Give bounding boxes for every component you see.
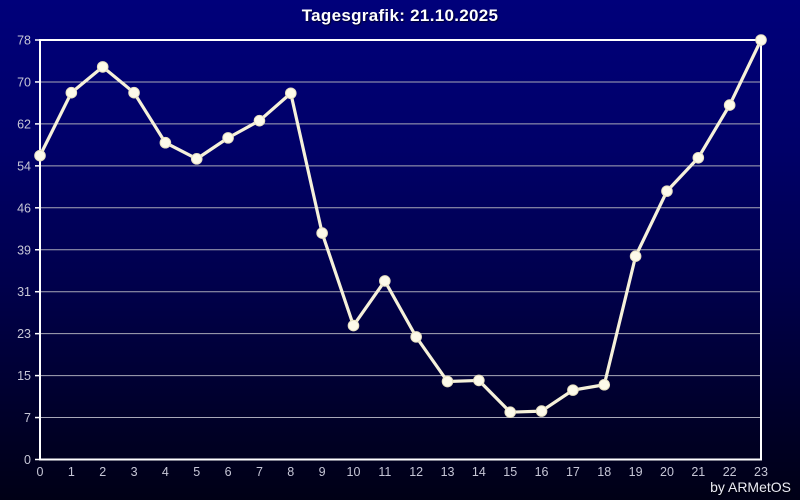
- y-tick-label: 39: [17, 243, 31, 257]
- y-tick-label: 62: [17, 117, 31, 131]
- data-point: [190, 153, 203, 165]
- data-point: [379, 275, 391, 287]
- data-point: [253, 114, 266, 127]
- data-point: [316, 227, 328, 239]
- y-tick-label: 15: [17, 369, 31, 383]
- x-tick-label: 16: [535, 465, 549, 479]
- data-point: [410, 331, 422, 343]
- data-point: [661, 185, 673, 197]
- x-tick-label: 17: [566, 465, 580, 479]
- x-tick-label: 7: [256, 465, 263, 479]
- credit-label: by ARMetOS: [710, 479, 791, 495]
- chart-title: Tagesgrafik: 21.10.2025: [301, 6, 499, 25]
- plot-frame: [39, 39, 762, 461]
- x-tick-label: 18: [597, 465, 611, 479]
- data-point: [692, 151, 705, 164]
- x-tick-label: 19: [629, 465, 643, 479]
- y-tick-label: 70: [17, 75, 31, 89]
- data-point: [96, 61, 109, 73]
- data-point: [567, 384, 579, 396]
- data-point: [159, 136, 172, 149]
- data-point: [755, 34, 767, 46]
- x-tick-label: 15: [503, 465, 517, 479]
- x-tick-label: 9: [319, 465, 326, 479]
- data-line: [38, 38, 763, 414]
- x-tick-label: 13: [441, 465, 455, 479]
- data-point: [347, 319, 360, 332]
- data-point: [473, 374, 485, 387]
- x-tick-label: 8: [287, 465, 294, 479]
- y-tick-label: 46: [17, 201, 31, 215]
- data-point: [284, 87, 297, 100]
- x-tick-label: 21: [691, 465, 705, 479]
- x-tick-label: 20: [660, 465, 674, 479]
- x-tick-label: 1: [68, 465, 75, 479]
- y-tick-label: 78: [17, 34, 31, 48]
- data-point: [34, 149, 46, 162]
- y-tick-label: 23: [17, 327, 31, 341]
- data-point: [535, 405, 548, 417]
- data-point: [598, 378, 611, 391]
- x-tick-label: 14: [472, 465, 486, 479]
- y-tick-label: 31: [17, 285, 31, 299]
- y-tick-label: 7: [24, 411, 31, 425]
- x-tick-label: 12: [409, 465, 423, 479]
- x-tick-label: 2: [99, 465, 106, 479]
- x-tick-label: 3: [131, 465, 138, 479]
- x-tick-label: 23: [754, 465, 768, 479]
- data-point: [723, 99, 736, 111]
- x-tick-label: 5: [193, 465, 200, 479]
- x-tick-label: 10: [347, 465, 361, 479]
- data-point: [128, 86, 140, 99]
- y-tick-label: 54: [17, 159, 31, 173]
- data-point: [441, 375, 454, 388]
- data-point: [504, 406, 517, 418]
- y-tick-label: 0: [24, 453, 31, 467]
- x-tick-label: 0: [37, 465, 44, 479]
- x-tick-label: 22: [723, 465, 737, 479]
- x-tick-label: 11: [378, 465, 391, 479]
- data-point: [629, 250, 642, 263]
- data-point: [65, 86, 78, 99]
- data-point: [222, 132, 234, 144]
- x-tick-label: 4: [162, 465, 169, 479]
- x-tick-label: 6: [225, 465, 232, 479]
